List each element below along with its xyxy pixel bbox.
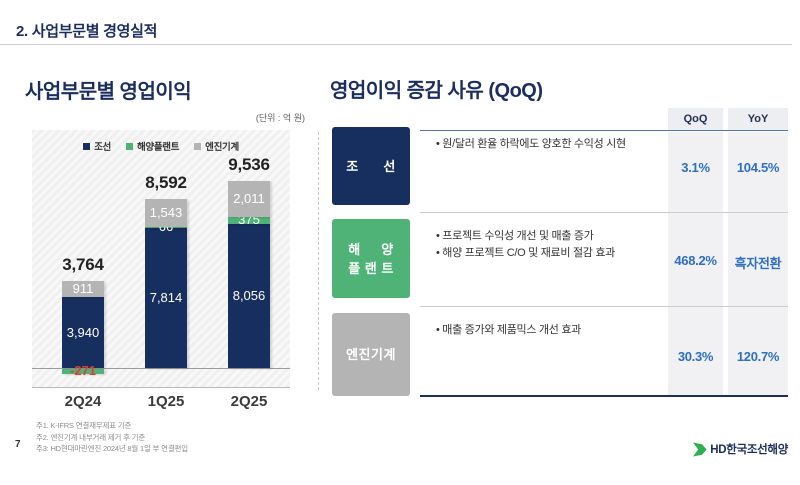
- bar-segment-value: 7,814: [149, 290, 183, 306]
- bar-segment-value: -271: [69, 363, 97, 379]
- col-header-yoy: YoY: [728, 108, 788, 130]
- reasons-title: 영업이익 증감 사유 (QoQ): [330, 80, 543, 102]
- legend-item: 조선: [83, 139, 111, 153]
- footnote-line: 주1. K-IFRS 연결재무제표 기준: [36, 421, 132, 430]
- bar-total-value: 3,764: [62, 255, 104, 275]
- bar-segment-value: 8,056: [232, 287, 266, 303]
- qoq-value: 468.2%: [674, 252, 717, 268]
- bullet-item: • 원/달러 환율 하락에도 양호한 수익성 시현: [436, 138, 626, 150]
- table-bottom-rule: [420, 395, 788, 397]
- bar-total-value: 8,592: [145, 173, 187, 193]
- x-axis-label: 2Q24: [64, 393, 102, 410]
- category-label: 조 선: [346, 158, 396, 174]
- bar-segment-value: 911: [72, 281, 94, 297]
- unit-label: (단위 : 억 원): [255, 113, 305, 123]
- chart-title: 사업부문별 영업이익: [25, 81, 192, 103]
- bullet-item: • 프로젝트 수익성 개선 및 매출 증가: [436, 230, 594, 242]
- yoy-value: 흑자전환: [734, 255, 782, 271]
- panel-divider: [318, 132, 319, 390]
- legend-label: 해양플랜트: [136, 142, 180, 153]
- bullet-item: • 해양 프로젝트 C/O 및 재료비 절감 효과: [436, 246, 615, 259]
- bar-segment: [145, 228, 187, 368]
- bar-segment: [145, 226, 187, 229]
- x-axis-label: 1Q25: [147, 393, 185, 410]
- bar-segment: [228, 223, 270, 368]
- legend-item: 해양플랜트: [125, 139, 180, 153]
- bar-segment: [62, 297, 104, 368]
- zero-axis-line: [32, 368, 290, 369]
- yoy-value: 120.7%: [736, 348, 780, 364]
- category-box-3: 엔진기계: [332, 313, 410, 396]
- qoq-value: 30.3%: [677, 348, 714, 364]
- category-label: 플 랜 트: [348, 260, 394, 276]
- bar-segment-value: 2,011: [233, 191, 265, 207]
- legend-label: 엔진기계: [205, 142, 239, 153]
- category-label: 엔진기계: [346, 347, 396, 362]
- bar-total-value: 9,536: [228, 155, 270, 175]
- header-divider: [0, 44, 792, 45]
- bar-segment: [62, 369, 104, 374]
- reason-bullets: • 원/달러 환율 하락에도 양호한 수익성 시현: [436, 136, 661, 153]
- header-underline: [420, 130, 788, 131]
- footnote-line: 주2. 엔진기계 내부거래 제거 후 기준: [36, 432, 146, 442]
- bar-segment: [62, 281, 104, 298]
- category-box-1: 조 선: [332, 127, 410, 205]
- bar-segment-value: 3,940: [66, 324, 100, 340]
- page-title: 2. 사업부문별 경영실적: [16, 23, 158, 40]
- legend-label: 조선: [94, 142, 111, 153]
- bar-segment: [228, 217, 270, 224]
- footnote-line: 주3: HD현대마린엔진 2024년 8월 1일 부 연결편입: [36, 444, 188, 453]
- reasons-table: QoQ YoY 조 선 • 원/달러 환율 하락에도 양호한 수익성 시현 3.1%…: [332, 108, 788, 400]
- bar-segment: [145, 199, 187, 227]
- bar-segment-value: 1,543: [149, 205, 183, 221]
- bullet-item: • 매출 증가와 제품믹스 개선 효과: [436, 324, 581, 336]
- row-separator: [420, 306, 788, 307]
- legend-swatch: [194, 142, 202, 150]
- reason-bullets: • 매출 증가와 제품믹스 개선 효과: [436, 322, 661, 339]
- qoq-column-background: [668, 132, 723, 396]
- reason-bullets: • 프로젝트 수익성 개선 및 매출 증가 • 해양 프로젝트 C/O 및 재료비…: [436, 228, 661, 261]
- col-header-qoq: QoQ: [668, 108, 723, 130]
- legend-item: 엔진기계: [194, 139, 239, 153]
- hd-logo-icon: [693, 442, 707, 456]
- logo-text: HD한국조선해양: [710, 444, 788, 456]
- legend-swatch: [125, 142, 133, 150]
- company-logo: HD한국조선해양: [693, 441, 788, 457]
- chart-legend: 조선 해양플랜트 엔진기계: [32, 139, 290, 153]
- stacked-bar-chart: 조선 해양플랜트 엔진기계 3,940 -271 911 3,764 7,814 66 1,54…: [32, 130, 290, 388]
- row-separator: [420, 212, 788, 213]
- page-number: 7: [15, 439, 21, 450]
- qoq-value: 3.1%: [681, 160, 710, 175]
- bar-segment: [228, 181, 270, 218]
- legend-swatch: [83, 142, 91, 150]
- category-label: 해 양: [348, 241, 394, 257]
- x-axis-label: 2Q25: [230, 393, 268, 410]
- yoy-value: 104.5%: [736, 160, 780, 175]
- yoy-column-background: [728, 132, 788, 396]
